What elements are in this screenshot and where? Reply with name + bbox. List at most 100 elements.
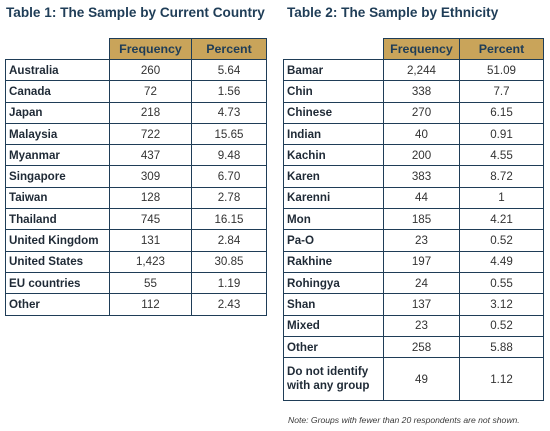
table-row: Rakhine 197 4.49 (283, 250, 544, 273)
table-row: Pa-O 23 0.52 (283, 229, 544, 252)
header-blank-cell (6, 39, 110, 60)
percent-cell: 3.12 (459, 293, 544, 316)
frequency-cell: 112 (109, 293, 192, 316)
frequency-header: Frequency (383, 38, 460, 60)
frequency-header: Frequency (109, 38, 192, 60)
header-blank-cell (284, 39, 384, 60)
table-row: Chinese 270 6.15 (283, 101, 544, 124)
table-row: Other 258 5.88 (283, 335, 544, 359)
frequency-cell: 40 (383, 122, 460, 146)
percent-cell: 15.65 (191, 122, 267, 146)
table-row: Taiwan 128 2.78 (5, 186, 267, 210)
frequency-cell: 258 (383, 335, 460, 359)
percent-cell: 6.15 (459, 101, 544, 124)
frequency-cell: 200 (383, 144, 460, 167)
row-label: Taiwan (5, 186, 110, 210)
percent-cell: 1 (459, 186, 544, 210)
percent-cell: 4.55 (459, 144, 544, 167)
row-label: Myanmar (5, 144, 110, 167)
frequency-cell: 185 (383, 208, 460, 231)
frequency-cell: 128 (109, 186, 192, 210)
frequency-cell: 338 (383, 80, 460, 103)
row-label: Do not identify with any group (283, 357, 384, 402)
frequency-cell: 218 (109, 101, 192, 124)
row-label: Mon (283, 208, 384, 231)
percent-cell: 4.49 (459, 250, 544, 273)
row-label: Australia (5, 58, 110, 82)
frequency-cell: 72 (109, 80, 192, 103)
table-row: Karen 383 8.72 (283, 165, 544, 188)
row-label: Chinese (283, 101, 384, 124)
table-row: Bamar 2,244 51.09 (283, 58, 544, 82)
frequency-cell: 24 (383, 271, 460, 295)
percent-cell: 51.09 (459, 58, 544, 82)
table1-title: Table 1: The Sample by Current Country (6, 5, 265, 20)
row-label: Chin (283, 80, 384, 103)
frequency-cell: 383 (383, 165, 460, 188)
frequency-cell: 2,244 (383, 58, 460, 82)
percent-cell: 0.52 (459, 314, 544, 337)
country-table-body: Australia 260 5.64 Canada 72 1.56 Japan 218 4.73… (5, 58, 267, 316)
table-row: EU countries 55 1.19 (5, 271, 267, 295)
row-label: Canada (5, 80, 110, 103)
table-row: Indian 40 0.91 (283, 122, 544, 146)
percent-cell: 0.52 (459, 229, 544, 252)
table-row: Malaysia 722 15.65 (5, 122, 267, 146)
row-label: Japan (5, 101, 110, 124)
table-row: Thailand 745 16.15 (5, 208, 267, 231)
row-label: Shan (283, 293, 384, 316)
percent-cell: 0.91 (459, 122, 544, 146)
row-label: Mixed (283, 314, 384, 337)
percent-cell: 2.43 (191, 293, 267, 316)
row-label: United Kingdom (5, 229, 110, 252)
table-row: Kachin 200 4.55 (283, 144, 544, 167)
table-row: United Kingdom 131 2.84 (5, 229, 267, 252)
row-label: Bamar (283, 58, 384, 82)
table-row: Canada 72 1.56 (5, 80, 267, 103)
percent-cell: 1.12 (459, 357, 544, 402)
table-row: Shan 137 3.12 (283, 293, 544, 316)
percent-cell: 6.70 (191, 165, 267, 188)
row-label: EU countries (5, 271, 110, 295)
percent-cell: 30.85 (191, 250, 267, 273)
frequency-cell: 1,423 (109, 250, 192, 273)
table-row: Mon 185 4.21 (283, 208, 544, 231)
row-label: Singapore (5, 165, 110, 188)
table-row: Myanmar 437 9.48 (5, 144, 267, 167)
percent-cell: 1.56 (191, 80, 267, 103)
percent-cell: 5.64 (191, 58, 267, 82)
percent-cell: 1.19 (191, 271, 267, 295)
percent-cell: 8.72 (459, 165, 544, 188)
frequency-cell: 722 (109, 122, 192, 146)
table-row: Other 112 2.43 (5, 293, 267, 316)
frequency-cell: 23 (383, 229, 460, 252)
table-row: Mixed 23 0.52 (283, 314, 544, 337)
ethnicity-table: Frequency Percent Bamar 2,244 51.09 Chin 338… (283, 38, 544, 402)
row-label: Rakhine (283, 250, 384, 273)
table-row: Japan 218 4.73 (5, 101, 267, 124)
percent-cell: 7.7 (459, 80, 544, 103)
row-label: Thailand (5, 208, 110, 231)
percent-header: Percent (191, 38, 267, 60)
percent-cell: 0.55 (459, 271, 544, 295)
row-label: Kachin (283, 144, 384, 167)
frequency-cell: 309 (109, 165, 192, 188)
row-label: Rohingya (283, 271, 384, 295)
frequency-cell: 270 (383, 101, 460, 124)
table-row: Rohingya 24 0.55 (283, 271, 544, 295)
percent-cell: 2.78 (191, 186, 267, 210)
percent-cell: 4.73 (191, 101, 267, 124)
percent-header: Percent (459, 38, 544, 60)
frequency-cell: 131 (109, 229, 192, 252)
table-row: Karenni 44 1 (283, 186, 544, 210)
frequency-cell: 437 (109, 144, 192, 167)
percent-cell: 2.84 (191, 229, 267, 252)
table-header-row: Frequency Percent (284, 38, 544, 60)
frequency-cell: 197 (383, 250, 460, 273)
frequency-cell: 260 (109, 58, 192, 82)
table-row: Chin 338 7.7 (283, 80, 544, 103)
frequency-cell: 55 (109, 271, 192, 295)
frequency-cell: 49 (383, 357, 460, 402)
row-label: Pa-O (283, 229, 384, 252)
percent-cell: 9.48 (191, 144, 267, 167)
